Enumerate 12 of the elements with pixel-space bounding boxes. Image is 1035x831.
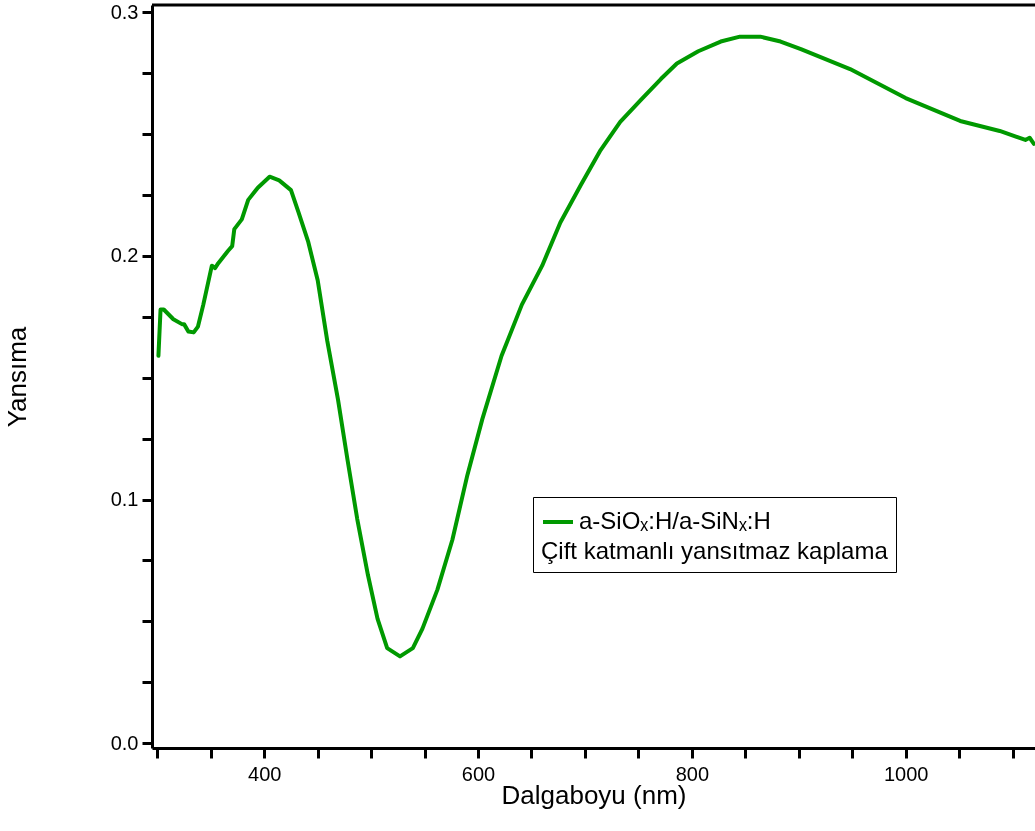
x-tick-label: 600 [461, 762, 496, 785]
legend-label: a-SiOₓ:H/a-SiNₓ:H [579, 507, 771, 534]
legend-title: Çift katmanlı yansıtmaz kaplama [541, 537, 889, 564]
x-tick-label: 800 [675, 762, 710, 785]
y-tick-label: 0.2 [110, 244, 139, 267]
y-tick-label: 0.3 [110, 0, 139, 23]
x-tick-label: 400 [248, 762, 282, 785]
line-series [156, 34, 1035, 659]
y-axis-title: Yansıma [1, 326, 32, 428]
y-tick-label: 0.0 [110, 731, 139, 754]
x-tick-label: 1000 [883, 762, 929, 785]
y-tick-label: 0.1 [110, 488, 139, 511]
